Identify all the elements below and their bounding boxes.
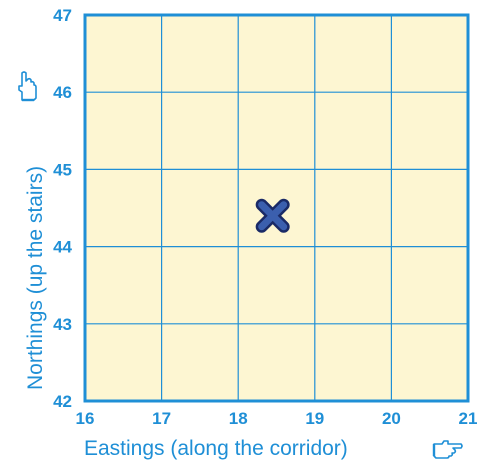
x-axis-title: Eastings (along the corridor) bbox=[84, 437, 348, 460]
plot-border bbox=[83, 13, 470, 403]
y-axis-ticks: 42 43 44 45 46 47 bbox=[53, 6, 72, 411]
pointing-hand-up-icon bbox=[18, 71, 37, 102]
x-tick-label: 21 bbox=[459, 409, 478, 428]
x-tick-label: 18 bbox=[229, 409, 248, 428]
x-tick-label: 16 bbox=[76, 409, 95, 428]
y-tick-label: 47 bbox=[53, 6, 72, 25]
gridlines bbox=[85, 15, 468, 401]
y-tick-label: 42 bbox=[53, 392, 72, 411]
y-tick-label: 44 bbox=[53, 238, 72, 257]
y-axis-title: Northings (up the stairs) bbox=[24, 166, 47, 390]
cross-icon bbox=[255, 198, 290, 233]
y-tick-label: 43 bbox=[53, 315, 72, 334]
y-tick-label: 46 bbox=[53, 83, 72, 102]
x-tick-label: 20 bbox=[382, 409, 401, 428]
y-tick-label: 45 bbox=[53, 160, 72, 179]
x-axis-ticks: 16 17 18 19 20 21 bbox=[76, 409, 478, 428]
pointing-hand-right-icon bbox=[432, 440, 463, 459]
x-tick-label: 17 bbox=[152, 409, 171, 428]
y-axis-title-group: Northings (up the stairs) bbox=[18, 71, 47, 390]
x-tick-label: 19 bbox=[305, 409, 324, 428]
x-axis-title-group: Eastings (along the corridor) bbox=[84, 437, 463, 460]
